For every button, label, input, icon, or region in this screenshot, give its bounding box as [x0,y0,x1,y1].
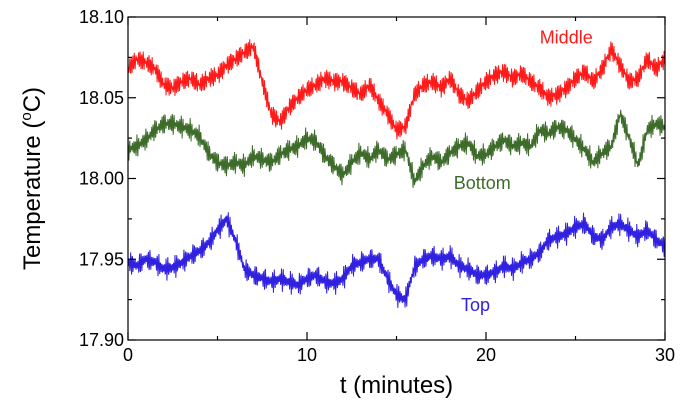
y-tick-label: 18.05 [79,88,124,108]
x-tick-label: 0 [123,345,133,365]
x-tick-label: 20 [476,345,496,365]
plot-lines [127,39,666,308]
series-line-bottom [127,109,666,188]
x-axis-title: t (minutes) [340,372,453,399]
y-axis-title-main: Temperature ( [19,121,46,270]
series-line-middle [127,39,666,140]
y-tick-label: 18.00 [79,169,124,189]
series-label-bottom: Bottom [454,173,511,193]
series-label-middle: Middle [540,28,593,48]
y-tick-label: 18.10 [79,7,124,27]
series-label-top: Top [461,295,490,315]
y-tick-label: 17.90 [79,330,124,350]
y-axis-title-end: C) [19,87,46,112]
axis-tick-labels: 0 10 20 30 17.90 17.95 18.00 18.05 18.10 [79,7,675,365]
x-tick-label: 10 [297,345,317,365]
x-tick-label: 30 [655,345,675,365]
y-axis-title-superscript: o [18,112,35,120]
axis-ticks [127,16,666,341]
y-tick-label: 17.95 [79,249,124,269]
y-axis-title: Temperature (oC) [18,87,46,270]
series-line-top [127,212,666,308]
